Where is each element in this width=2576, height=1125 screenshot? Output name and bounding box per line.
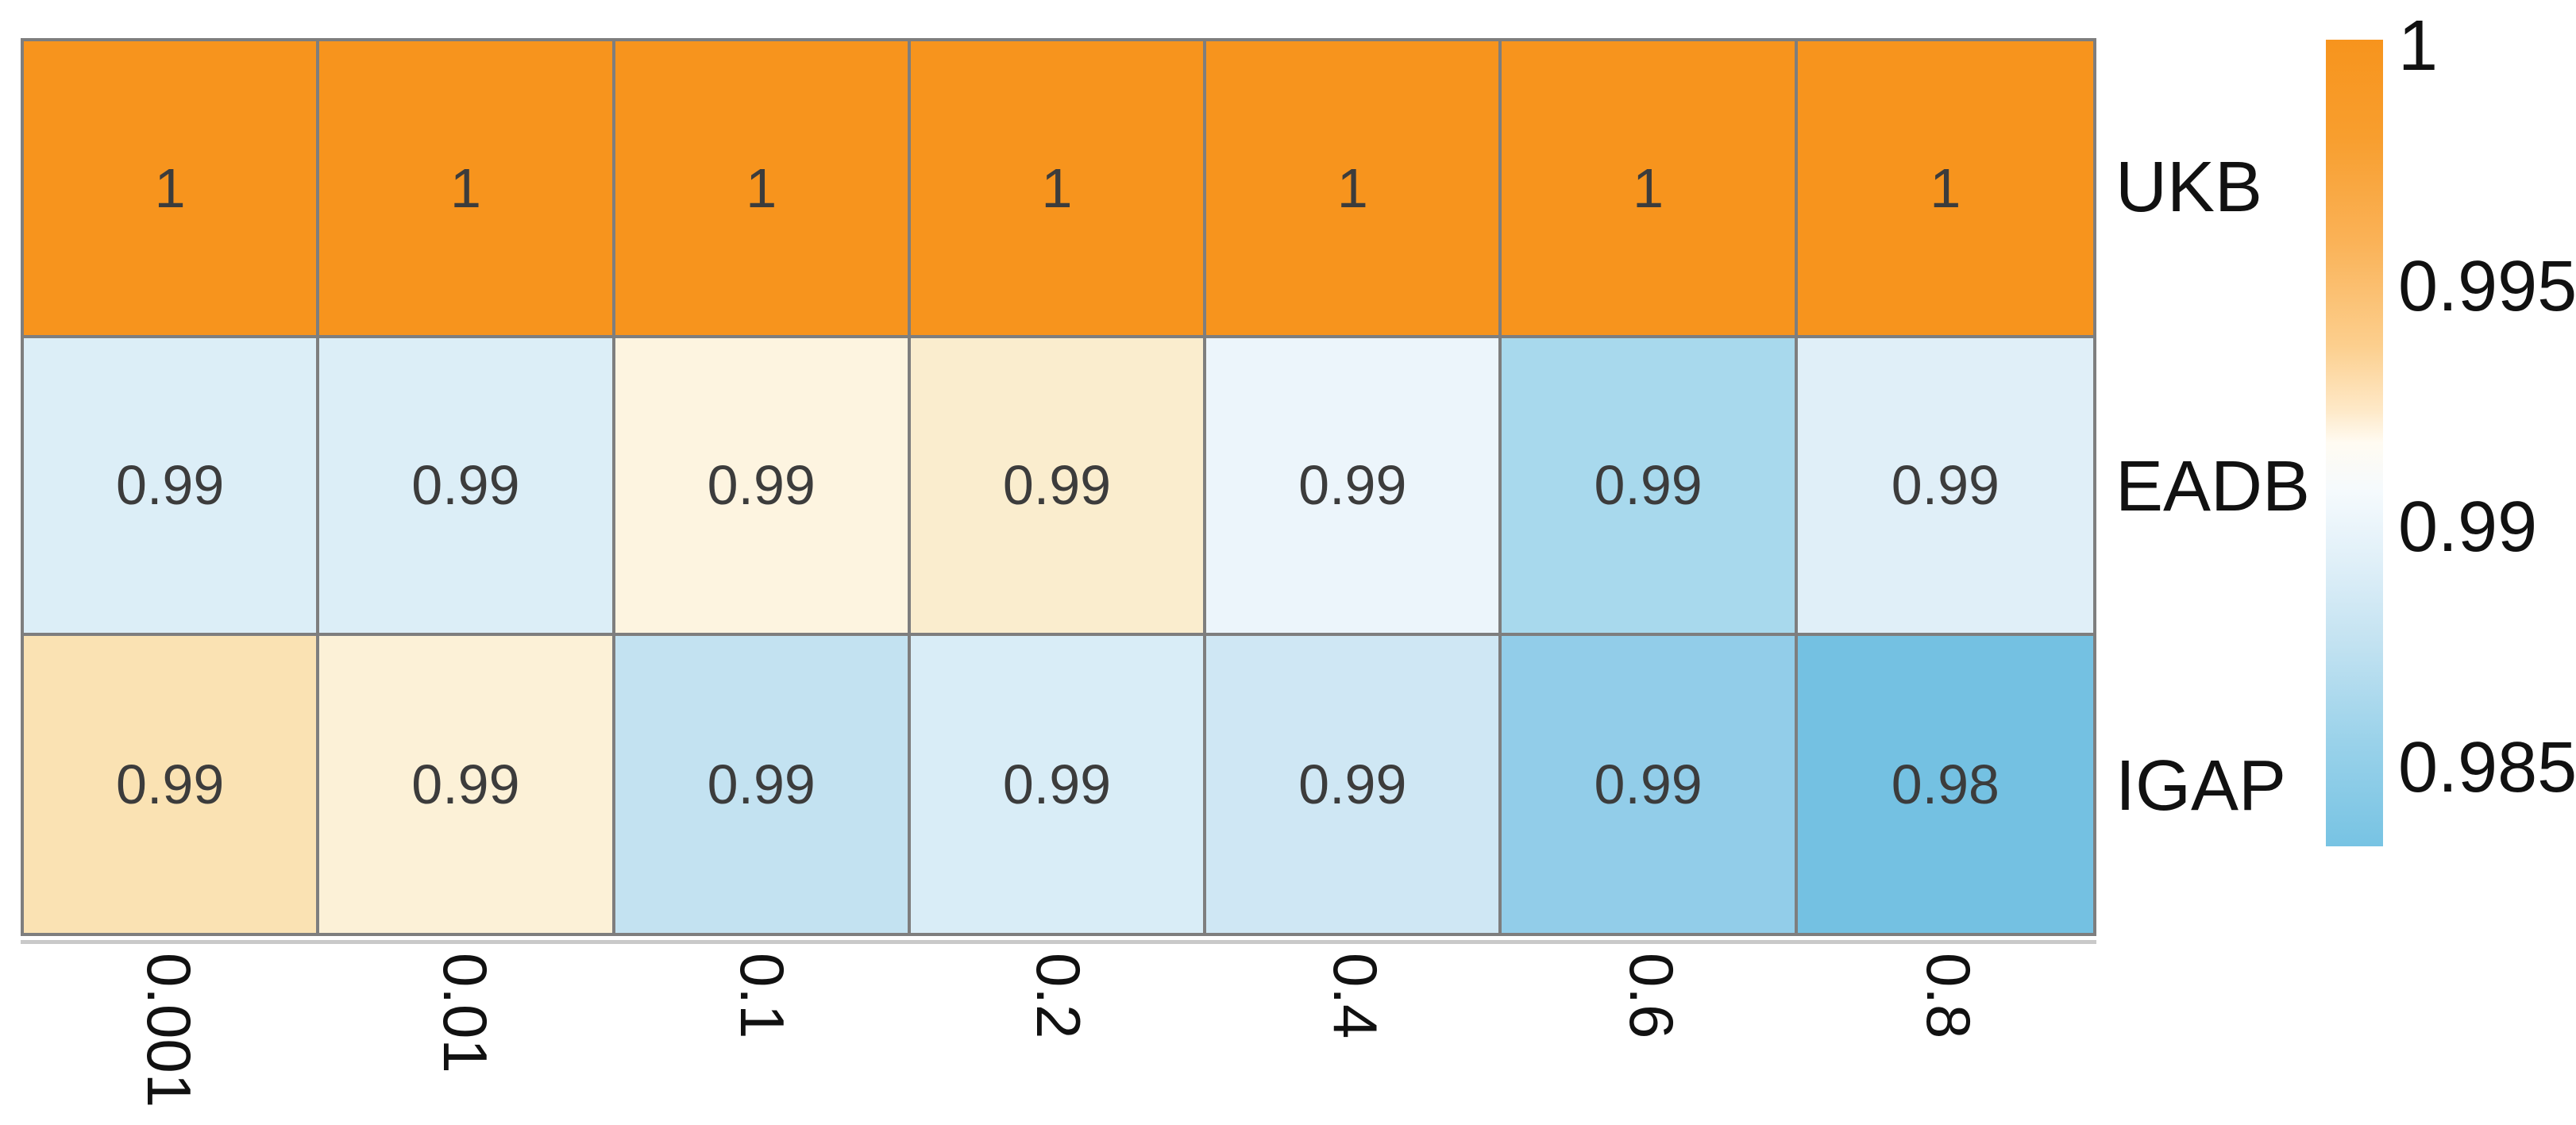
- heatmap-cell: 0.99: [1797, 338, 2093, 636]
- heatmap-cell: 1: [910, 41, 1207, 339]
- heatmap-cell: 1: [319, 41, 615, 339]
- colorbar-tick-label: 1: [2398, 6, 2439, 86]
- y-axis-label-eadb: EADB: [2115, 447, 2311, 526]
- x-axis-line: [21, 940, 2096, 944]
- heatmap-cell: 0.99: [910, 338, 1207, 636]
- heatmap-cell: 1: [1206, 41, 1502, 339]
- heatmap-cell: 1: [615, 41, 911, 339]
- heatmap-cell: 0.99: [615, 338, 911, 636]
- heatmap-cell: 0.98: [1797, 635, 2093, 933]
- y-axis-label-igap: IGAP: [2115, 746, 2287, 826]
- heatmap-cell: 1: [24, 41, 320, 339]
- heatmap-cell: 1: [1502, 41, 1798, 339]
- heatmap-cell: 1: [1797, 41, 2093, 339]
- colorbar-gradient: [2326, 40, 2383, 846]
- heatmap-cell: 0.99: [24, 635, 320, 933]
- heatmap-cell: 0.99: [24, 338, 320, 636]
- heatmap-cell: 0.99: [1206, 338, 1502, 636]
- heatmap-cell: 0.99: [615, 635, 911, 933]
- heatmap-cell: 0.99: [910, 635, 1207, 933]
- colorbar-tick-label: 0.99: [2398, 487, 2538, 567]
- colorbar-tick-label: 0.995: [2398, 247, 2576, 326]
- heatmap-cell: 0.99: [319, 635, 615, 933]
- heatmap-cell: 0.99: [1502, 338, 1798, 636]
- heatmap-grid: 1 1 1 1 1 1 1 0.99 0.99 0.99 0.99 0.99 0…: [21, 38, 2096, 936]
- y-axis-label-ukb: UKB: [2115, 148, 2263, 227]
- colorbar-tick-label: 0.985: [2398, 728, 2576, 807]
- heatmap-cell: 0.99: [1206, 635, 1502, 933]
- heatmap-cell: 0.99: [1502, 635, 1798, 933]
- heatmap-cell: 0.99: [319, 338, 615, 636]
